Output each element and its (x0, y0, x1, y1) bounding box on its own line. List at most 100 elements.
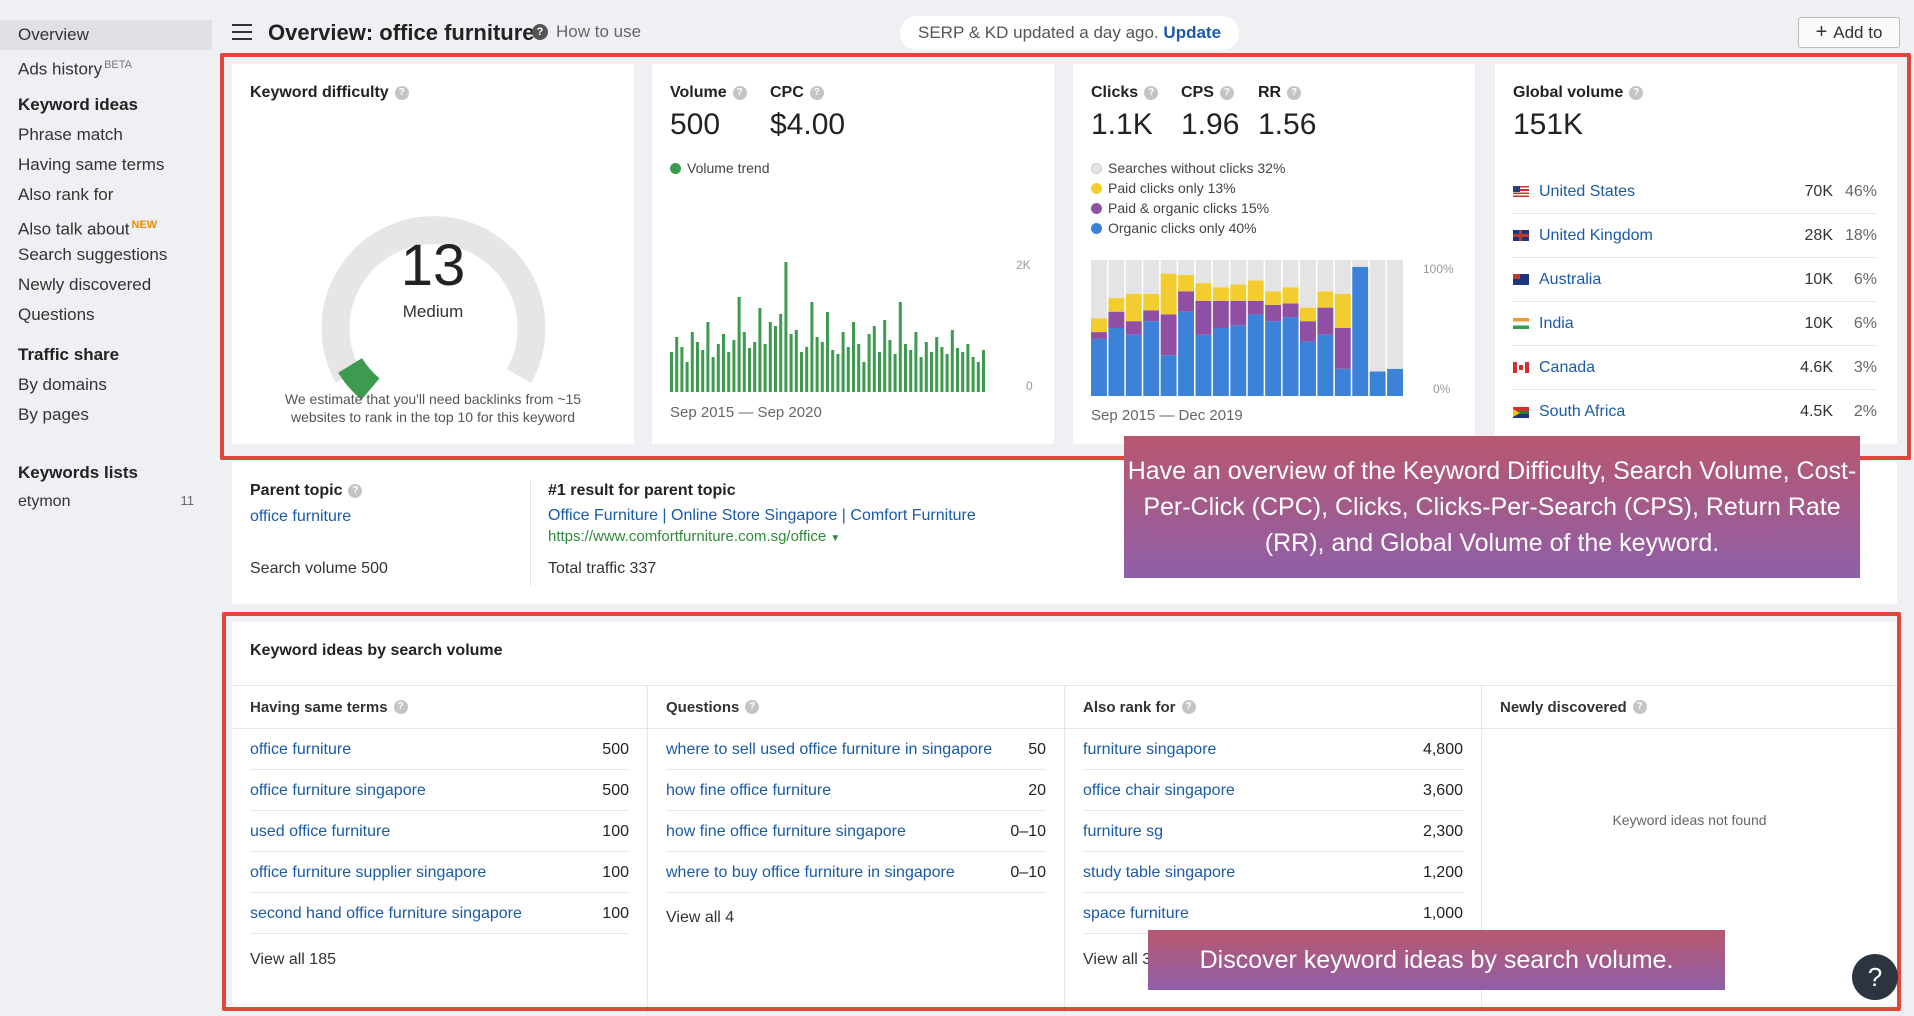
clicks-bar-segment (1230, 325, 1247, 396)
newly-discovered-column: Newly discovered? Keyword ideas not foun… (1482, 685, 1897, 1015)
sidebar-item-also-rank-for[interactable]: Also rank for (18, 185, 114, 204)
country-row[interactable]: United Kingdom 28K 18% (1513, 214, 1877, 258)
sidebar-item-by-domains[interactable]: By domains (18, 375, 107, 394)
keyword-row[interactable]: office chair singapore 3,600 (1083, 770, 1463, 811)
global-volume-value: 151K (1513, 108, 1584, 141)
legend-item: Paid clicks only 13% (1091, 178, 1285, 198)
volume-trend-bar (727, 352, 731, 392)
top-result-url-wrap[interactable]: https://www.comfortfurniture.com.sg/offi… (548, 528, 840, 545)
sidebar-item-search-suggestions[interactable]: Search suggestions (18, 245, 168, 264)
country-row[interactable]: Australia 10K 6% (1513, 258, 1877, 302)
view-all-link[interactable]: View all 185 (250, 951, 336, 968)
sidebar-item-by-pages[interactable]: By pages (18, 405, 89, 424)
legend-dot (670, 162, 681, 174)
keyword-ideas-title: Keyword ideas by search volume (250, 642, 503, 659)
keyword-row[interactable]: second hand office furniture singapore 10… (250, 893, 629, 934)
keyword-volume: 3,600 (1422, 782, 1463, 799)
clicks-bar-segment (1300, 321, 1316, 342)
help-icon[interactable]: ? (732, 86, 747, 100)
column-title: Also rank for (1083, 698, 1176, 716)
keyword-row[interactable]: used office furniture 100 (250, 811, 629, 852)
update-link[interactable]: Update (1163, 23, 1222, 42)
clicks-bar-segment (1178, 311, 1194, 396)
help-icon[interactable]: ? (348, 484, 363, 498)
callout-overview: Have an overview of the Keyword Difficul… (1124, 436, 1860, 578)
keyword-row[interactable]: where to buy office furniture in singapo… (666, 852, 1046, 893)
volume-trend-bar (831, 350, 835, 392)
keyword-row[interactable]: office furniture supplier singapore 100 (250, 852, 629, 893)
volume-trend-bar (872, 326, 876, 392)
keyword-row[interactable]: space furniture 1,000 (1083, 893, 1463, 934)
how-to-use-link[interactable]: ? How to use (532, 22, 641, 42)
help-icon[interactable]: ? (1144, 86, 1159, 100)
help-icon[interactable]: ? (1181, 700, 1196, 714)
help-icon[interactable]: ? (1219, 86, 1234, 100)
top-result-title[interactable]: Office Furniture | Online Store Singapor… (548, 507, 976, 524)
volume-trend-bar (753, 342, 757, 392)
sidebar-item-also-talk-about[interactable]: Also talk about NEW (0, 210, 218, 240)
menu-icon[interactable] (232, 24, 252, 40)
sidebar-item-newly-discovered[interactable]: Newly discovered (18, 275, 152, 294)
keyword-volume: 500 (602, 741, 629, 758)
clicks-bar-segment (1230, 260, 1247, 285)
sidebar-list-item[interactable]: etymon 11 (0, 488, 212, 516)
keyword-row[interactable]: office furniture 500 (250, 729, 629, 770)
help-icon[interactable]: ? (1287, 86, 1302, 100)
legend-dot (1091, 222, 1102, 234)
help-icon[interactable]: ? (393, 700, 408, 714)
volume-trend-bar (779, 314, 783, 392)
parent-topic-link[interactable]: office furniture (250, 508, 352, 525)
sidebar-item-having-same-terms[interactable]: Having same terms (18, 155, 165, 174)
help-icon[interactable]: ? (1629, 86, 1644, 100)
cpc-label: CPC (770, 84, 804, 101)
keyword-row[interactable]: where to sell used office furniture in s… (666, 729, 1046, 770)
help-icon[interactable]: ? (1632, 700, 1647, 714)
plus-icon: + (1815, 21, 1828, 43)
keyword-volume: 1,200 (1422, 864, 1463, 881)
clicks-date-range: Sep 2015 — Dec 2019 (1091, 407, 1243, 424)
help-button[interactable]: ? (1852, 954, 1898, 1000)
add-to-button[interactable]: + Add to (1798, 17, 1900, 48)
keyword-row[interactable]: study table singapore 1,200 (1083, 852, 1463, 893)
sidebar-item-ads-history[interactable]: Ads history BETA (0, 50, 218, 80)
volume-trend-bar (670, 352, 673, 392)
sidebar-item-phrase-match[interactable]: Phrase match (18, 125, 123, 144)
clicks-bar-segment (1282, 287, 1299, 304)
volume-label: Volume (670, 84, 727, 101)
keyword-volume: 0–10 (1010, 823, 1046, 840)
help-icon[interactable]: ? (745, 700, 760, 714)
keyword: office furniture (250, 741, 352, 758)
view-all-link[interactable]: View all 3 (1083, 951, 1152, 968)
country-row[interactable]: United States 70K 46% (1513, 170, 1877, 214)
country-row[interactable]: Canada 4.6K 3% (1513, 346, 1877, 390)
clicks-bar-segment (1282, 303, 1299, 318)
column-title: Questions (666, 698, 740, 716)
keyword-row[interactable]: how fine office furniture 20 (666, 770, 1046, 811)
volume-trend-bar (758, 308, 762, 392)
country-name: South Africa (1539, 403, 1626, 420)
view-all-link[interactable]: View all 4 (666, 909, 735, 926)
having-same-terms-column: Having same terms? office furniture 500 o… (232, 685, 648, 1015)
keyword-row[interactable]: office furniture singapore 500 (250, 770, 629, 811)
help-icon[interactable]: ? (809, 86, 824, 100)
volume-trend-bar (862, 362, 866, 392)
country-row[interactable]: India 10K 6% (1513, 302, 1877, 346)
country-row[interactable]: South Africa 4.5K 2% (1513, 390, 1877, 434)
keyword: office furniture supplier singapore (250, 864, 487, 881)
sidebar-item-overview[interactable]: Overview (0, 20, 212, 50)
serp-status-pill: SERP & KD updated a day ago. Update (900, 16, 1240, 50)
volume-trend-bar (748, 348, 751, 392)
clicks-bar-segment (1317, 307, 1334, 335)
help-icon[interactable]: ? (394, 86, 409, 100)
clicks-bar-segment (1247, 314, 1264, 396)
keyword: how fine office furniture (666, 782, 832, 799)
help-circle-icon: ? (532, 24, 548, 40)
keyword-row[interactable]: how fine office furniture singapore 0–10 (666, 811, 1046, 852)
keyword-row[interactable]: furniture sg 2,300 (1083, 811, 1463, 852)
clicks-y-max: 100% (1423, 262, 1454, 276)
volume-trend-bar (909, 350, 913, 392)
country-name: Australia (1539, 270, 1602, 288)
keyword-row[interactable]: furniture singapore 4,800 (1083, 729, 1463, 770)
kd-value: 13 (400, 233, 466, 298)
sidebar-item-questions[interactable]: Questions (18, 305, 95, 324)
